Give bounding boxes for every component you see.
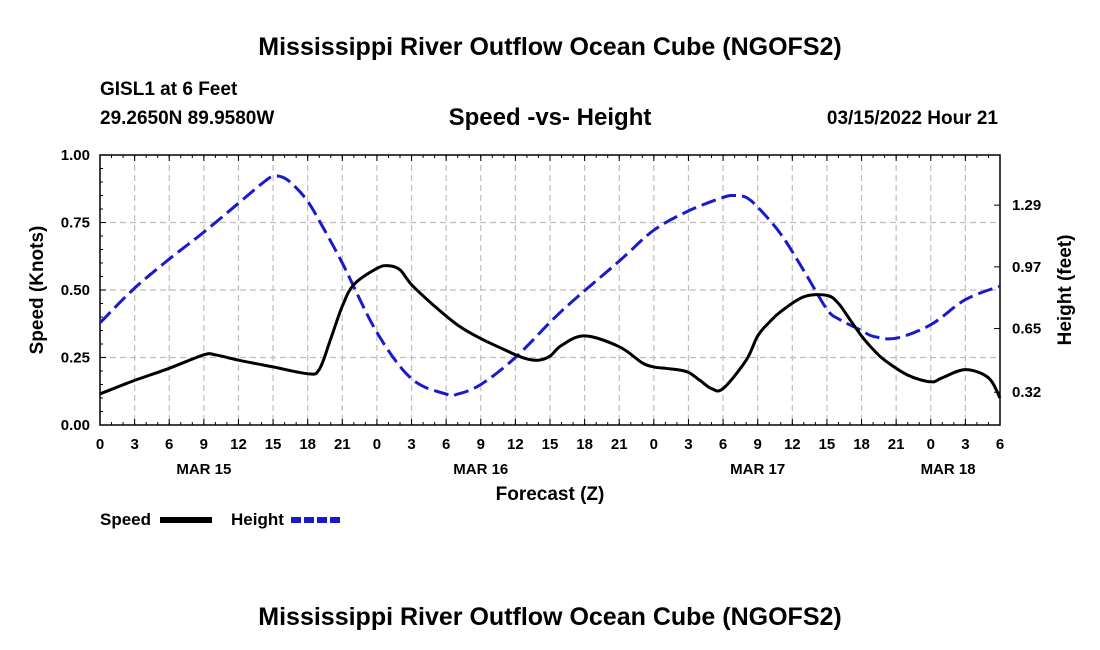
x-tick-label: 15 xyxy=(265,436,282,453)
y-left-tick-label: 0.00 xyxy=(61,417,90,434)
location-label: 29.2650N 89.9580W xyxy=(100,108,274,129)
x-tick-label: 15 xyxy=(819,436,836,453)
x-tick-label: 3 xyxy=(130,436,138,453)
grid-lines xyxy=(100,155,1000,425)
x-tick-label: 18 xyxy=(576,436,593,453)
y-right-tick-label: 1.29 xyxy=(1012,197,1041,214)
x-tick-label: 0 xyxy=(650,436,658,453)
repeated-chart-title: Mississippi River Outflow Ocean Cube (NG… xyxy=(258,603,841,631)
x-tick-label: 9 xyxy=(477,436,485,453)
x-tick-label: 6 xyxy=(165,436,173,453)
y-right-tick-label: 0.65 xyxy=(1012,321,1041,338)
y-left-tick-label: 0.50 xyxy=(61,282,90,299)
x-axis-label: Forecast (Z) xyxy=(496,484,605,505)
x-tick-label: 9 xyxy=(200,436,208,453)
x-tick-label: 0 xyxy=(373,436,381,453)
x-tick-label: 18 xyxy=(299,436,316,453)
date-label: MAR 17 xyxy=(730,461,785,478)
x-tick-label: 21 xyxy=(611,436,628,453)
x-tick-label: 9 xyxy=(754,436,762,453)
chart-title: Mississippi River Outflow Ocean Cube (NG… xyxy=(258,33,841,61)
x-tick-label: 0 xyxy=(927,436,935,453)
plot-frame xyxy=(99,154,1001,426)
x-tick-label: 18 xyxy=(853,436,870,453)
station-label: GISL1 at 6 Feet xyxy=(100,79,238,100)
chart-subtitle: Speed -vs- Height xyxy=(449,104,652,131)
x-tick-label: 6 xyxy=(719,436,727,453)
x-tick-label: 12 xyxy=(507,436,524,453)
x-tick-label: 12 xyxy=(784,436,801,453)
legend-height-label: Height xyxy=(231,510,284,529)
x-tick-label: 21 xyxy=(334,436,351,453)
y-right-tick-label: 0.32 xyxy=(1012,384,1041,401)
y-left-tick-label: 1.00 xyxy=(61,147,90,164)
y-axis-left-label: Speed (Knots) xyxy=(27,226,48,355)
y-right-tick-label: 0.97 xyxy=(1012,259,1041,276)
legend-speed-label: Speed xyxy=(100,510,151,529)
legend: Speed Height xyxy=(100,510,343,529)
speed-series-line xyxy=(99,264,1002,399)
axis-tick-labels: 0 3 6 9 12 15 18 21 0 3 6 9 12 15 18 21 0 3 6 9 12 15 18 21 0 3 6M… xyxy=(61,147,1041,478)
x-tick-label: 3 xyxy=(684,436,692,453)
x-tick-label: 21 xyxy=(888,436,905,453)
x-tick-label: 3 xyxy=(407,436,415,453)
y-left-tick-label: 0.25 xyxy=(61,350,90,367)
height-series-line xyxy=(98,174,1001,398)
date-label: MAR 16 xyxy=(453,461,508,478)
x-tick-label: 15 xyxy=(542,436,559,453)
y-left-tick-label: 0.75 xyxy=(61,215,90,232)
y-axis-right-label: Height (feet) xyxy=(1055,235,1076,346)
forecast-time-label: 03/15/2022 Hour 21 xyxy=(827,108,999,129)
x-tick-label: 3 xyxy=(961,436,969,453)
series-lines xyxy=(98,174,1002,399)
x-tick-label: 12 xyxy=(230,436,247,453)
x-tick-label: 6 xyxy=(996,436,1004,453)
date-label: MAR 18 xyxy=(921,461,976,478)
x-tick-label: 0 xyxy=(96,436,104,453)
x-tick-label: 6 xyxy=(442,436,450,453)
date-label: MAR 15 xyxy=(176,461,231,478)
